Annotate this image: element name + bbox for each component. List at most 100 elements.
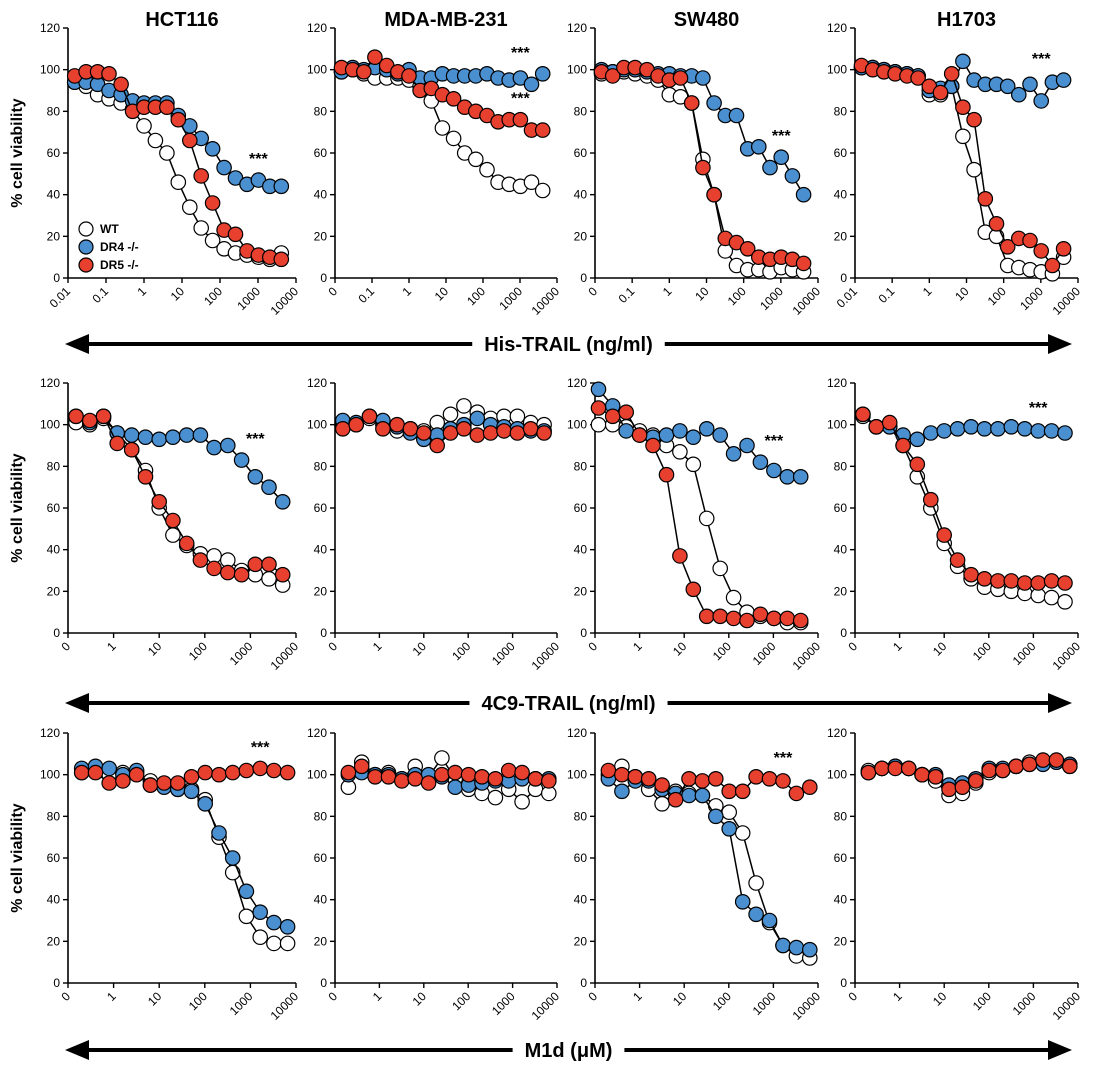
data-point-dr5: DR5 -/-: 98 — [681, 770, 697, 787]
x-tick-label: 0.1 — [876, 284, 898, 306]
x-tick-label: 10 — [952, 284, 972, 304]
data-point-dr5: DR5 -/-: 104 — [353, 758, 370, 775]
x-tick-label: 100 — [449, 989, 473, 1013]
x-tick-label: 10 — [930, 639, 950, 659]
x-tick-label: 10000 — [1050, 639, 1084, 673]
x-tick-label: 0 — [585, 284, 600, 299]
x-tick-label: 1 — [104, 989, 119, 1004]
data-point-dr4: DR4 -/-: 95 — [123, 427, 140, 443]
data-point-dr4: DR4 -/-: 96 — [922, 425, 939, 441]
y-tick-label: 60 — [834, 146, 848, 160]
data-point-dr4: DR4 -/-: 83 — [233, 452, 250, 468]
data-point-dr5: DR5 -/-: 28 — [233, 566, 250, 583]
data-point-dr5: DR5 -/-: 91 — [788, 785, 805, 802]
y-tick-label: 120 — [40, 376, 60, 390]
data-point-dr5: DR5 -/-: 100 — [614, 766, 630, 783]
data-point-dr5: DR5 -/-: 93 — [113, 76, 129, 93]
y-tick-label: 80 — [314, 809, 328, 823]
y-tick-label: 20 — [314, 934, 328, 948]
series-dr5: DR5 -/-: 105DR5 -/-: 99DR5 -/-: 101 DR5 -… — [855, 406, 1073, 591]
data-point-dr5: DR5 -/-: 97 — [694, 773, 711, 789]
y-tick-label: 60 — [834, 501, 848, 515]
y-tick-label: 80 — [574, 459, 588, 473]
x-tick-label: 100 — [710, 989, 734, 1013]
y-tick-label: 0 — [53, 976, 60, 990]
data-point-dr4: DR4 -/-: 99 — [963, 418, 979, 435]
data-point-dr5: DR5 -/-: 33 — [261, 556, 277, 573]
data-point-dr5: DR5 -/-: 101 — [87, 764, 104, 781]
series-dr5: DR5 -/-: 97DR5 -/-: 99DR5 -/-: 99DR5 -/-… — [66, 64, 290, 268]
x-tick-label: 0.01 — [834, 284, 861, 311]
data-point-dr5: DR5 -/-: 7 — [779, 610, 796, 627]
data-point-wt: WT: 42 — [534, 182, 551, 199]
data-point-wt: WT: 82 — [721, 804, 737, 820]
x-tick-label: 0.1 — [89, 284, 111, 306]
series-dr5: DR5 -/-: 102DR5 -/-: 100DR5 -/-: 99DR5 -… — [853, 57, 1072, 274]
data-point-dr4: DR4 -/-: 95 — [1055, 72, 1072, 88]
data-point-dr5: DR5 -/-: 101 — [224, 764, 241, 781]
x-tick-label: 10000 — [529, 989, 563, 1023]
series-dr5: DR5 -/-: 101DR5 -/-: 104DR5 -/-: 99DR5 -… — [340, 758, 557, 791]
y-tick-label: 40 — [834, 188, 848, 202]
data-point-dr5: DR5 -/-: 92 — [734, 783, 751, 800]
data-point-dr5: DR5 -/-: 91 — [109, 435, 125, 452]
data-point-wt: WT: 34 — [182, 199, 198, 215]
data-point-wt: WT: 19 — [266, 935, 282, 952]
y-tick-label: 100 — [567, 63, 587, 77]
data-point-dr5: DR5 -/-: 95 — [142, 777, 159, 793]
x-tick-label: 0 — [585, 639, 600, 654]
data-point-dr4: DR4 -/-: 39 — [734, 893, 751, 910]
x-tick-label: 10 — [670, 639, 690, 659]
data-point-dr5: DR5 -/-: 98 — [522, 420, 539, 437]
x-tick-label: 10000 — [268, 284, 302, 318]
data-point-dr5: DR5 -/-: 96 — [170, 775, 186, 791]
x-tick-label: 10000 — [529, 639, 563, 673]
x-tick-label: 1000 — [489, 639, 518, 668]
data-point-dr5: DR5 -/-: 105 — [855, 406, 871, 423]
y-tick-label: 20 — [834, 229, 848, 243]
y-axis-label-row-1: % cell viability — [9, 98, 26, 207]
data-point-dr4: DR4 -/-: 95 — [192, 427, 209, 443]
data-point-wt: WT: 53 — [224, 864, 241, 881]
y-tick-label: 60 — [834, 851, 848, 865]
data-point-dr5: DR5 -/-: 101 — [514, 764, 530, 781]
data-point-dr5: DR5 -/-: 6 — [792, 612, 809, 629]
data-point-dr5: DR5 -/-: 7 — [725, 610, 742, 627]
arrow-head-right — [1048, 693, 1072, 713]
data-point-dr5: DR5 -/-: 103 — [887, 760, 904, 777]
data-point-dr5: DR5 -/-: 96 — [536, 425, 552, 441]
x-tick-label: 1 — [399, 284, 414, 299]
y-tick-label: 0 — [840, 626, 847, 640]
data-point-wt: WT: 17 — [725, 589, 742, 606]
data-point-dr4: DR4 -/-: 98 — [534, 66, 551, 82]
data-point-dr4: DR4 -/-: 98 — [990, 420, 1006, 437]
y-tick-label: 40 — [314, 543, 328, 557]
x-tick-label: 100 — [186, 989, 210, 1013]
data-point-wt: WT: 68 — [955, 128, 971, 145]
x-tick-label: 1000 — [496, 284, 525, 313]
data-point-dr4: DR4 -/-: 98 — [1017, 420, 1033, 437]
data-point-dr4: DR4 -/-: 75 — [247, 468, 264, 485]
data-point-dr5: DR5 -/-: 76 — [512, 111, 529, 128]
data-point-dr4: DR4 -/-: 75 — [792, 468, 809, 485]
data-point-wt: WT: 57 — [467, 151, 484, 168]
data-point-wt: WT: 72 — [734, 825, 751, 841]
data-point-dr5: DR5 -/-: 100 — [348, 416, 364, 433]
data-point-dr4: DR4 -/-: 93 — [909, 431, 926, 448]
data-point-dr4: DR4 -/-: 74 — [721, 820, 737, 837]
data-point-dr4: DR4 -/-: 88 — [1010, 86, 1027, 103]
x-tick-label: 100 — [201, 284, 225, 308]
x-axis-arrow-row-2: 4C9-TRAIL (ng/ml) — [65, 693, 1072, 715]
data-point-wt: WT: 17 — [1043, 589, 1060, 606]
data-point-dr4: DR4 -/-: 16 — [801, 941, 818, 958]
data-point-wt: WT: 48 — [748, 875, 764, 891]
data-point-dr5: DR5 -/-: 49 — [193, 168, 209, 184]
y-tick-label: 60 — [314, 851, 328, 865]
data-point-dr4: DR4 -/-: 80 — [707, 808, 724, 825]
x-tick-label: 10000 — [790, 989, 824, 1023]
y-tick-label: 120 — [827, 376, 847, 390]
data-point-dr5: DR5 -/-: 98 — [407, 770, 423, 787]
y-axis-label-row-2: % cell viability — [9, 453, 26, 562]
